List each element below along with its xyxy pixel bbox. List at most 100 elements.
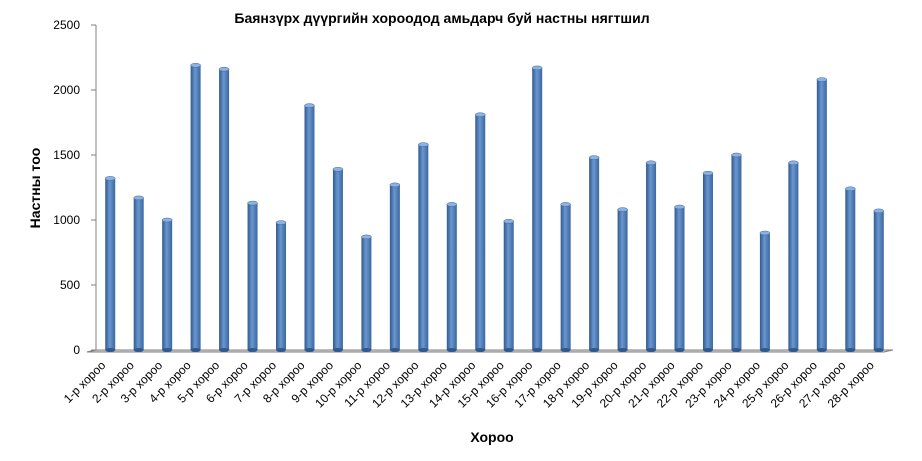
bars xyxy=(104,63,885,352)
bar-base xyxy=(304,348,315,352)
bar-base xyxy=(873,348,884,352)
bar xyxy=(418,142,429,352)
bar xyxy=(617,207,628,352)
bar xyxy=(560,202,571,352)
bar-body xyxy=(446,204,457,350)
bar-base xyxy=(332,348,343,352)
bar xyxy=(759,230,771,352)
bar-top xyxy=(816,77,828,82)
bar-base xyxy=(475,348,486,352)
bar xyxy=(475,112,486,352)
bar-body xyxy=(105,178,116,350)
bar xyxy=(645,160,657,352)
y-tick-label: 2000 xyxy=(53,83,80,97)
y-tick-label: 0 xyxy=(73,343,80,357)
bar xyxy=(247,200,258,352)
bar-body xyxy=(702,173,713,350)
bar xyxy=(332,167,344,352)
bar-top xyxy=(218,66,230,72)
bar-base xyxy=(247,348,258,352)
bar-body xyxy=(276,222,287,350)
bar-top xyxy=(446,202,458,207)
bar-top xyxy=(247,200,258,206)
bar-top xyxy=(503,219,514,224)
bar-body xyxy=(759,233,770,350)
bar-top xyxy=(275,220,287,225)
bar-body xyxy=(133,197,144,350)
y-tick-label: 2500 xyxy=(53,18,80,32)
bar-body xyxy=(788,162,799,350)
bar xyxy=(161,217,173,352)
bar-body xyxy=(247,203,258,350)
bar-body xyxy=(589,157,600,350)
bar xyxy=(503,219,514,352)
bar-body xyxy=(674,207,685,350)
bar-base xyxy=(674,348,685,352)
bar-base xyxy=(276,348,287,352)
y-tick-label: 1500 xyxy=(53,148,80,162)
bar-base xyxy=(162,348,173,352)
bar-top xyxy=(190,63,201,68)
bar xyxy=(674,204,685,352)
bar-base xyxy=(418,348,429,352)
bar-top xyxy=(389,182,401,188)
bar-base xyxy=(788,348,799,352)
bar-top xyxy=(418,142,429,147)
bar xyxy=(361,234,372,352)
bar-base xyxy=(560,348,571,352)
bar xyxy=(104,176,116,352)
x-axis-title: Хороо xyxy=(470,429,513,445)
bar-body xyxy=(162,220,173,350)
chart-floor xyxy=(86,349,894,353)
bar-top xyxy=(588,155,600,160)
bar-body xyxy=(845,188,856,350)
bar-body xyxy=(617,209,628,350)
bar xyxy=(588,155,600,352)
bar-base xyxy=(731,348,742,352)
bar xyxy=(731,152,742,352)
bar-body xyxy=(731,155,742,350)
bar-top xyxy=(475,112,486,117)
bar-base xyxy=(446,348,457,352)
bar-top xyxy=(731,152,742,158)
bar-top xyxy=(161,217,173,223)
bar-top xyxy=(133,195,144,201)
bar-body xyxy=(389,184,400,350)
bar-top xyxy=(674,204,685,210)
bar-top xyxy=(332,167,344,172)
bar-top xyxy=(361,234,372,240)
chart-title: Баянзүрх дүүргийн хороодод амьдарч буй н… xyxy=(234,10,649,26)
bar-base xyxy=(702,348,713,352)
bar xyxy=(190,63,201,352)
bar-base xyxy=(389,348,400,352)
bar xyxy=(702,170,714,352)
bar-base xyxy=(361,348,372,352)
bar-top xyxy=(845,186,856,192)
bar-body xyxy=(304,105,315,350)
y-tick-label: 500 xyxy=(60,278,80,292)
bar-body xyxy=(503,221,514,350)
bar-top xyxy=(104,176,116,181)
bar-base xyxy=(133,348,144,352)
bar-base xyxy=(503,348,514,352)
bar-base xyxy=(190,348,201,352)
axes xyxy=(86,25,894,353)
bar-top xyxy=(617,207,628,212)
bar xyxy=(531,65,543,352)
bar-base xyxy=(532,348,543,352)
bar-top xyxy=(759,230,771,236)
bar xyxy=(133,195,144,352)
bar-top xyxy=(560,202,571,207)
y-tick-label: 1000 xyxy=(53,213,80,227)
y-axis-ticks: 0 500 1000 1500 2000 2500 xyxy=(53,18,96,357)
bar-base xyxy=(816,348,827,352)
bar-top xyxy=(873,208,885,214)
bar xyxy=(845,186,856,352)
bar-top xyxy=(645,160,657,166)
bar xyxy=(389,182,401,352)
bar-body xyxy=(190,65,201,351)
bar-base xyxy=(845,348,856,352)
